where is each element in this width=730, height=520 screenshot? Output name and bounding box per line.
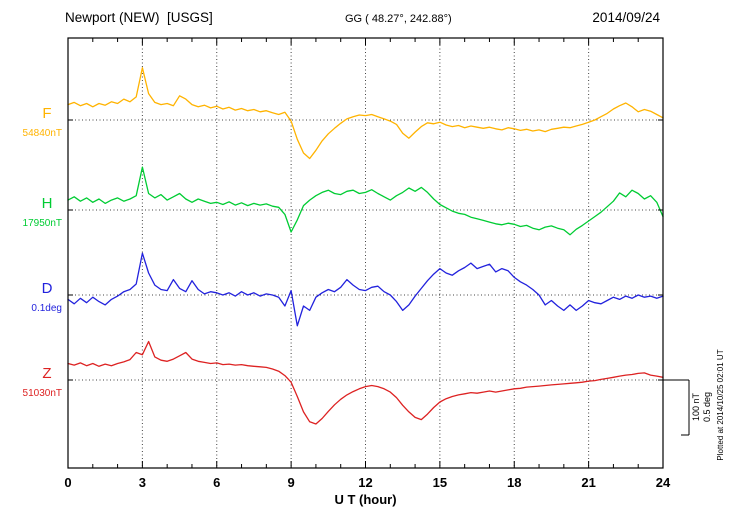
x-tick-label-9: 9: [288, 475, 295, 490]
channel-baseline-value-F: 54840nT: [23, 128, 62, 139]
trace-D: [67, 252, 664, 327]
channel-label-H: H: [42, 195, 53, 212]
channel-label-F: F: [42, 105, 51, 122]
station-title: Newport (NEW) [USGS]: [65, 10, 213, 25]
channel-label-Z: Z: [42, 365, 51, 382]
channel-baseline-value-Z: 51030nT: [23, 388, 62, 399]
x-tick-label-21: 21: [581, 475, 595, 490]
trace-Z: [67, 340, 664, 425]
channel-baseline-value-H: 17950nT: [23, 218, 62, 229]
x-tick-label-15: 15: [433, 475, 447, 490]
plot-frame: [67, 37, 664, 469]
channel-baseline-value-D: 0.1deg: [31, 303, 62, 314]
x-axis-title: U T (hour): [334, 492, 396, 507]
plot-date: 2014/09/24: [592, 10, 660, 25]
x-tick-label-18: 18: [507, 475, 521, 490]
x-tick-label-24: 24: [656, 475, 671, 490]
scale-bar-label-deg: 0.5 deg: [702, 392, 712, 422]
channel-label-D: D: [42, 280, 53, 297]
x-tick-label-0: 0: [64, 475, 71, 490]
geographic-coordinates: GG ( 48.27°, 242.88°): [345, 13, 452, 25]
scale-bar-label-nt: 100 nT: [691, 392, 701, 421]
x-tick-label-12: 12: [358, 475, 372, 490]
plot-footnote: Plotted at 2014/10/25 02:01 UT: [716, 349, 725, 460]
x-tick-label-6: 6: [213, 475, 220, 490]
x-tick-label-3: 3: [139, 475, 146, 490]
trace-H: [67, 166, 664, 236]
trace-F: [67, 67, 664, 160]
